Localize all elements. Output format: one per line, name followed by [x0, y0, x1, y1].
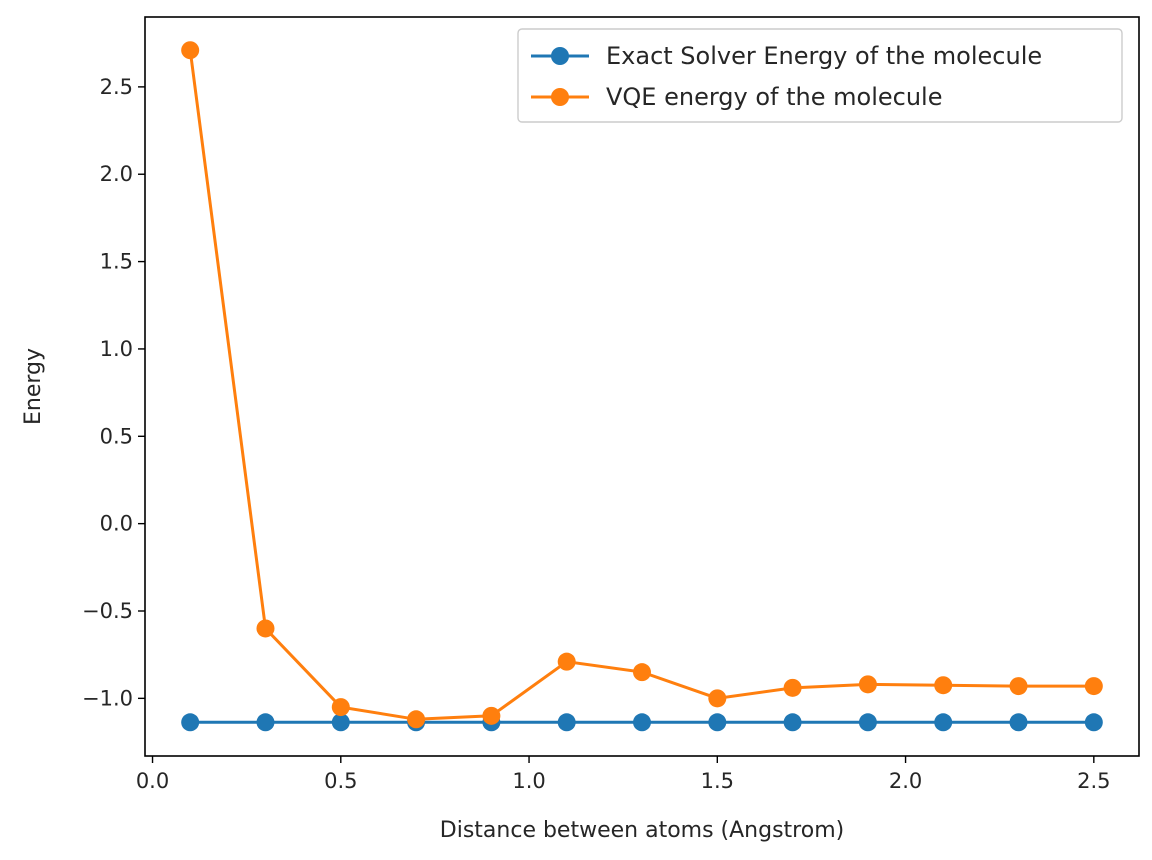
series-1-point [557, 713, 576, 732]
legend-entry-1: Exact Solver Energy of the molecule [606, 42, 1042, 70]
series-2-point [331, 698, 350, 717]
y-tick-label: 1.0 [100, 337, 133, 361]
x-axis-ticks: 0.0 0.5 1.0 1.5 2.0 2.5 [136, 756, 1111, 793]
y-axis-ticks: −1.0 −0.5 0.0 0.5 1.0 1.5 2.0 2.5 [82, 75, 145, 710]
series-1-point [331, 713, 350, 732]
series-2-point [557, 652, 576, 671]
legend-swatch-marker-1 [551, 47, 569, 65]
series-2-point [1084, 677, 1103, 696]
series-1-point [181, 713, 200, 732]
series-1-point [633, 713, 651, 732]
series-line-2 [188, 50, 1094, 721]
y-axis-label: Energy [21, 348, 46, 425]
x-tick-label: 2.5 [1077, 769, 1110, 793]
x-tick-label: 2.0 [889, 769, 922, 793]
y-tick-label: 2.0 [100, 162, 133, 186]
series-2-point [1009, 677, 1028, 696]
series-1-point [1084, 713, 1103, 732]
y-tick-label: −1.0 [82, 686, 133, 710]
series-1-point [1009, 713, 1028, 732]
y-tick-label: 2.5 [100, 75, 133, 99]
y-tick-label: −0.5 [82, 599, 133, 623]
series-1-point [858, 713, 877, 732]
legend-swatch-marker-2 [551, 88, 569, 106]
series-2-point [783, 678, 802, 697]
series-2-point [633, 663, 651, 682]
series-2-point [181, 41, 200, 60]
x-tick-label: 1.0 [512, 769, 545, 793]
series-2-point [482, 706, 501, 725]
series-2-point [708, 689, 727, 708]
y-tick-label: 0.0 [100, 512, 133, 536]
series-1-point [256, 713, 275, 732]
series-2-point [256, 619, 275, 638]
series-1-point [934, 713, 953, 732]
x-tick-label: 0.0 [136, 769, 169, 793]
plot-frame [144, 16, 1140, 757]
series-2-point [407, 710, 426, 729]
series-1-point [783, 713, 802, 732]
series-layer [181, 41, 1103, 732]
series-2-point [858, 675, 877, 694]
x-tick-label: 0.5 [324, 769, 357, 793]
legend-entry-2: VQE energy of the molecule [606, 83, 942, 111]
series-2-point [934, 676, 953, 695]
series-1-point [708, 713, 727, 732]
y-tick-label: 0.5 [100, 424, 133, 448]
x-axis-label: Distance between atoms (Angstrom) [440, 818, 844, 843]
x-tick-label: 1.5 [701, 769, 734, 793]
legend-box [517, 28, 1123, 123]
y-tick-label: 1.5 [100, 250, 133, 274]
legend: Exact Solver Energy of the molecule VQE e… [517, 28, 1123, 123]
